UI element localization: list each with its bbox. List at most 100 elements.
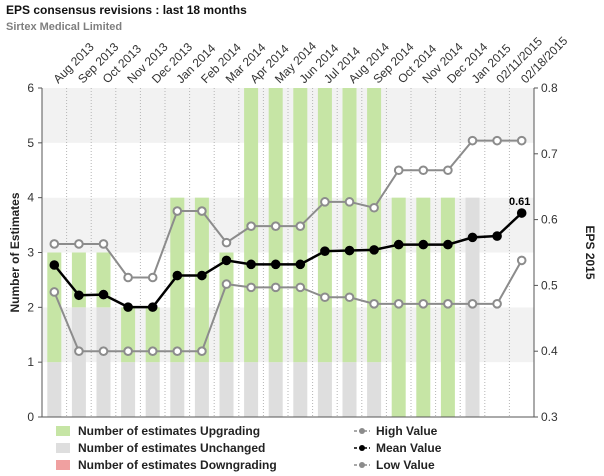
- data-point-mean: [197, 270, 207, 281]
- data-point-low: [467, 299, 478, 309]
- data-point-low: [49, 287, 60, 297]
- data-point-low: [295, 282, 306, 293]
- legend-swatch-downgrading: [56, 460, 70, 470]
- bar-unchanged: [121, 362, 136, 417]
- legend-item-upgrading[interactable]: Number of estimates Upgrading: [56, 424, 260, 438]
- data-point-high: [467, 135, 478, 146]
- bar-upgrading: [317, 88, 332, 363]
- right-axis-tick-label: 0.7: [541, 147, 558, 161]
- right-axis-tick-label: 0.8: [541, 81, 558, 95]
- data-point-mean: [74, 290, 84, 301]
- legend-line-high-icon: [354, 428, 370, 434]
- data-point-high: [295, 221, 306, 231]
- data-point-high: [147, 272, 158, 283]
- data-point-mean: [221, 255, 232, 266]
- legend-item-high-value[interactable]: High Value: [354, 424, 437, 438]
- bar-unchanged: [268, 362, 283, 417]
- data-point-high: [270, 221, 281, 231]
- bar-unchanged: [170, 362, 185, 417]
- data-point-mean: [98, 289, 109, 300]
- bar-unchanged: [367, 362, 382, 417]
- data-point-high: [98, 239, 109, 249]
- data-point-low: [443, 299, 453, 309]
- data-point-mean: [172, 270, 183, 281]
- data-point-high: [74, 239, 84, 249]
- data-point-mean: [270, 259, 281, 270]
- data-point-low: [221, 279, 232, 289]
- legend-label-upgrading: Number of estimates Upgrading: [78, 424, 261, 438]
- data-point-low: [147, 346, 158, 357]
- data-point-mean: [123, 302, 133, 312]
- data-point-high: [197, 206, 207, 216]
- data-point-mean: [418, 239, 429, 250]
- bar-unchanged: [145, 362, 160, 417]
- data-point-high: [320, 197, 330, 207]
- bar-upgrading: [367, 88, 382, 363]
- legend-item-mean-value[interactable]: Mean Value: [354, 441, 441, 455]
- data-point-mean: [369, 245, 379, 255]
- bar-unchanged: [47, 362, 62, 417]
- data-point-mean: [467, 232, 478, 243]
- mean-value-annotation: 0.61: [509, 196, 530, 208]
- legend-label-unchanged: Number of estimates Unchanged: [78, 441, 266, 455]
- bar-unchanged: [194, 362, 209, 417]
- bar-unchanged: [244, 362, 259, 417]
- bar-unchanged: [71, 307, 86, 417]
- data-point-mean: [393, 239, 404, 250]
- legend-label-high: High Value: [376, 424, 438, 438]
- data-point-high: [246, 221, 256, 231]
- left-axis-tick-label: 4: [27, 191, 34, 205]
- left-axis-tick-label: 0: [27, 410, 34, 424]
- data-point-low: [197, 346, 207, 357]
- data-point-high: [418, 165, 429, 176]
- left-axis-tick-label: 6: [27, 81, 34, 95]
- bar-upgrading: [219, 252, 234, 363]
- data-point-low: [344, 292, 355, 303]
- left-axis-title: Number of Estimates: [8, 192, 22, 312]
- left-axis-tick-label: 3: [27, 246, 34, 260]
- data-point-high: [172, 206, 183, 216]
- data-point-mean: [320, 246, 330, 256]
- data-point-low: [246, 282, 256, 293]
- right-axis-tick-label: 0.4: [541, 344, 558, 358]
- data-point-low: [369, 299, 379, 309]
- data-point-mean: [147, 302, 158, 312]
- data-point-high: [492, 135, 502, 146]
- data-point-high: [369, 202, 379, 213]
- data-point-low: [74, 346, 84, 357]
- legend-swatch-unchanged: [56, 443, 70, 453]
- legend-label-mean: Mean Value: [376, 441, 442, 455]
- legend-item-unchanged[interactable]: Number of estimates Unchanged: [56, 441, 265, 455]
- data-point-mean: [443, 239, 453, 250]
- legend-item-low-value[interactable]: Low Value: [354, 458, 435, 472]
- legend-label-low: Low Value: [376, 458, 435, 472]
- data-point-low: [516, 255, 527, 266]
- data-point-low: [172, 346, 183, 357]
- data-point-high: [49, 239, 60, 249]
- right-axis-title: EPS 2015: [583, 225, 597, 279]
- legend-swatch-upgrading: [56, 426, 70, 436]
- bar-upgrading: [342, 88, 357, 363]
- bar-unchanged: [342, 362, 357, 417]
- data-point-high: [516, 135, 527, 146]
- data-point-low: [418, 299, 429, 309]
- bar-unchanged: [96, 307, 111, 417]
- legend-line-mean-icon: [354, 445, 370, 451]
- data-point-low: [270, 282, 281, 293]
- data-point-high: [393, 165, 404, 176]
- data-point-low: [393, 299, 404, 309]
- data-point-mean: [344, 245, 355, 256]
- data-point-low: [492, 299, 502, 309]
- bar-upgrading: [47, 252, 62, 363]
- left-axis-tick-label: 5: [27, 136, 34, 150]
- legend-item-downgrading[interactable]: Number of estimates Downgrading: [56, 458, 277, 472]
- company-name: Sirtex Medical Limited: [6, 21, 123, 33]
- left-axis-tick-label: 1: [27, 355, 34, 369]
- bar-unchanged: [219, 362, 234, 417]
- data-point-mean: [516, 208, 527, 218]
- legend-label-downgrading: Number of estimates Downgrading: [78, 458, 277, 472]
- right-axis-tick-label: 0.3: [541, 410, 558, 424]
- right-axis-tick-label: 0.5: [541, 278, 558, 292]
